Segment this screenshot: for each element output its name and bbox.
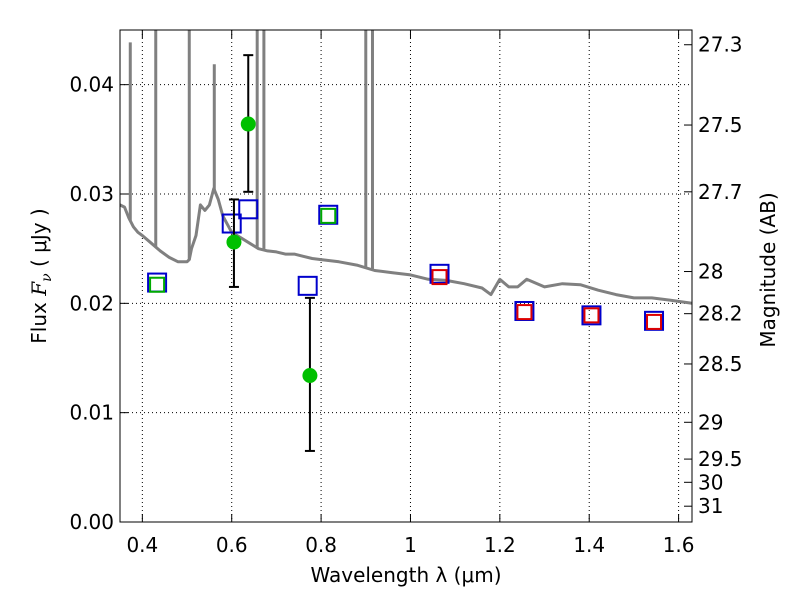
y-tick-label: 0.02 xyxy=(69,291,114,315)
y-axis-label-symbol: F xyxy=(27,281,51,297)
observed-point xyxy=(240,116,256,132)
x-tick-label: 1.2 xyxy=(484,533,516,557)
model-band-blue-box xyxy=(429,263,450,284)
model-band-red-box xyxy=(646,313,663,330)
y-axis-label-prefix: Flux xyxy=(27,296,51,344)
magnitude-tick-label: 29 xyxy=(698,410,723,434)
y-axis-label-suffix: ( μJy ) xyxy=(27,208,51,273)
model-band-green-box xyxy=(320,207,337,224)
observed-point xyxy=(302,367,318,383)
y-tick-label: 0.00 xyxy=(69,510,114,534)
y2-axis-label: Magnitude (AB) xyxy=(756,192,780,347)
y-tick-label: 0.03 xyxy=(69,182,114,206)
model-band-blue-box xyxy=(297,275,318,296)
magnitude-tick-label: 27.5 xyxy=(698,113,743,137)
y-tick-label: 0.01 xyxy=(69,401,114,425)
model-band-blue-box xyxy=(221,213,242,234)
x-tick-label: 1 xyxy=(404,533,417,557)
grid-lines xyxy=(120,30,692,522)
model-spectrum-layer xyxy=(120,30,692,305)
magnitude-tick-label: 28.2 xyxy=(698,302,743,326)
observed-point xyxy=(226,234,242,250)
model-band-blue-box xyxy=(238,199,259,220)
model-band-red-box xyxy=(583,307,600,324)
plot-area xyxy=(120,30,692,452)
marker-layer xyxy=(147,54,665,452)
magnitude-tick-label: 27.7 xyxy=(698,180,743,204)
magnitude-tick-label: 28 xyxy=(698,260,723,284)
x-tick-label: 1.6 xyxy=(663,533,695,557)
magnitude-tick-label: 31 xyxy=(698,494,723,518)
magnitude-tick-label: 30 xyxy=(698,470,723,494)
magnitude-tick-label: 28.5 xyxy=(698,352,743,376)
model-band-blue-box xyxy=(581,305,602,326)
y-axis-label-subscript: ν xyxy=(39,273,55,282)
model-band-red-box xyxy=(431,269,448,286)
magnitude-tick-label: 29.5 xyxy=(698,447,743,471)
x-tick-label: 0.4 xyxy=(126,533,158,557)
x-tick-label: 0.8 xyxy=(305,533,337,557)
model-band-red-box xyxy=(516,304,533,321)
plot-frame xyxy=(119,29,693,523)
model-spectrum-line xyxy=(120,187,692,305)
y-axis-label: Flux Fν ( μJy ) xyxy=(27,208,55,343)
x-axis-label: Wavelength λ (μm) xyxy=(310,563,501,587)
model-band-green-box xyxy=(149,276,166,293)
magnitude-tick-label: 27.3 xyxy=(698,33,743,57)
tick-layer: 0.4 0.6 0.8 1 1.2 1.4 1.6 0.00 0.01 0.02 0.03 0.04 2… xyxy=(69,30,743,557)
x-tick-label: 1.4 xyxy=(573,533,605,557)
x-tick-label: 0.6 xyxy=(216,533,248,557)
y-tick-label: 0.04 xyxy=(69,73,114,97)
